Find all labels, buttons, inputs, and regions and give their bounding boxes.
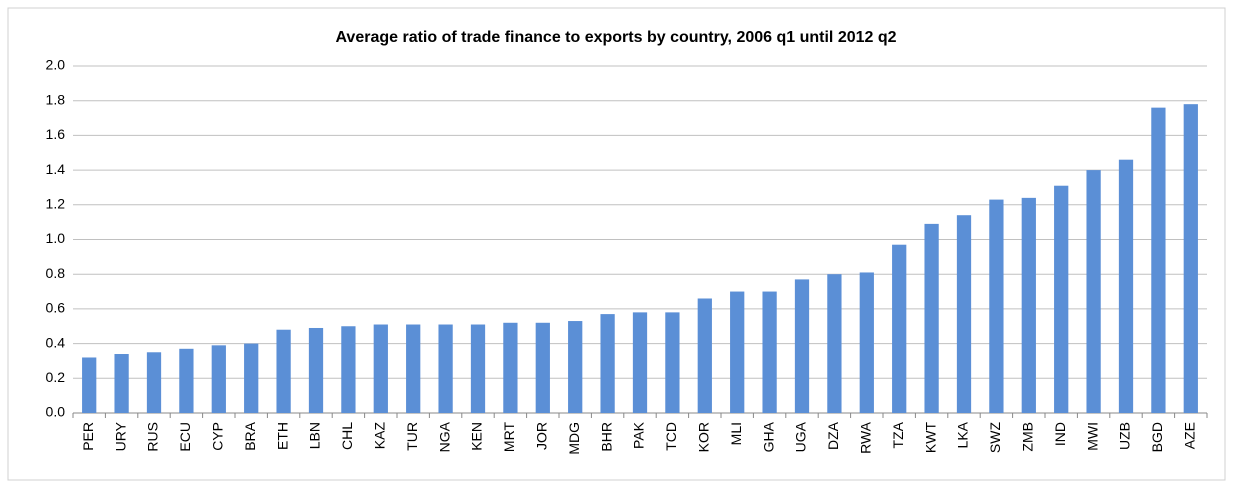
x-tick-label: MRT [501, 422, 517, 453]
bar [503, 322, 518, 413]
bar [1021, 197, 1036, 413]
x-tick-label: BHR [598, 422, 614, 452]
bar [1118, 159, 1134, 413]
y-tick-label: 0.2 [46, 369, 66, 385]
x-tick-label: GHA [760, 421, 776, 452]
x-tick-label: KWT [922, 422, 938, 454]
bar [568, 321, 583, 413]
y-tick-label: 1.8 [46, 91, 66, 107]
x-tick-label: UZB [1117, 422, 1133, 450]
y-tick-label: 2.0 [46, 57, 66, 73]
x-tick-label: KOR [696, 422, 712, 452]
x-tick-label: NGA [436, 421, 452, 452]
x-tick-label: MLI [728, 422, 744, 445]
bar [179, 348, 194, 413]
x-tick-label: CYP [210, 422, 226, 451]
x-tick-label: ETH [274, 422, 290, 450]
bar [82, 357, 97, 413]
x-tick-label: RUS [145, 422, 161, 452]
bar [989, 199, 1004, 413]
bar [114, 354, 129, 413]
x-tick-label: BRA [242, 421, 258, 450]
bar [697, 298, 712, 413]
y-tick-label: 1.4 [46, 161, 66, 177]
x-tick-label: URY [112, 421, 128, 451]
bar [1151, 107, 1166, 413]
bar [859, 272, 874, 413]
bar [924, 223, 939, 413]
bar [665, 312, 680, 413]
x-tick-label: KEN [469, 422, 485, 451]
x-tick-label: JOR [534, 422, 550, 450]
bar [827, 274, 842, 413]
bar [600, 314, 615, 413]
bar [632, 312, 648, 413]
bar [276, 329, 291, 413]
bar [438, 324, 453, 413]
x-tick-label: LBN [307, 422, 323, 449]
x-tick-label: UGA [793, 421, 809, 452]
x-tick-label: PER [80, 422, 96, 451]
y-tick-label: 0.6 [46, 300, 66, 316]
x-tick-label: SWZ [987, 422, 1003, 454]
x-tick-label: IND [1052, 422, 1068, 446]
bar [244, 343, 259, 413]
bar [211, 345, 226, 413]
x-tick-label: DZA [825, 421, 841, 450]
x-tick-label: ZMB [1020, 422, 1036, 452]
x-tick-label: MWI [1084, 422, 1100, 451]
y-tick-label: 1.2 [46, 196, 66, 212]
x-tick-label: PAK [631, 421, 647, 449]
bar [470, 324, 486, 413]
bar [1183, 104, 1198, 414]
chart-title: Average ratio of trade finance to export… [335, 29, 896, 46]
x-tick-label: KAZ [372, 422, 388, 450]
bar [308, 327, 324, 413]
bar [146, 352, 162, 413]
bar [341, 326, 356, 413]
y-tick-label: 1.0 [46, 230, 66, 246]
x-tick-label: AZE [1182, 422, 1198, 449]
y-tick-label: 0.0 [46, 404, 66, 420]
x-tick-label: ECU [177, 422, 193, 452]
bar [406, 324, 421, 413]
bar [956, 215, 972, 413]
bar [762, 291, 777, 413]
bar [730, 291, 745, 413]
x-tick-label: RWA [858, 421, 874, 454]
x-tick-label: MDG [566, 422, 582, 455]
bar [892, 244, 907, 413]
x-tick-label: TUR [404, 422, 420, 451]
x-tick-label: TZA [890, 421, 906, 448]
x-tick-label: CHL [339, 422, 355, 450]
y-tick-label: 0.8 [46, 265, 66, 281]
x-tick-label: TCD [663, 422, 679, 451]
y-tick-label: 1.6 [46, 126, 66, 142]
bar [1086, 170, 1101, 413]
x-tick-label: BGD [1149, 422, 1165, 452]
bar [1054, 185, 1069, 413]
bar [794, 279, 810, 413]
y-tick-label: 0.4 [46, 334, 66, 350]
x-tick-label: LKA [955, 421, 971, 448]
bar [535, 322, 550, 413]
bar [373, 324, 388, 413]
